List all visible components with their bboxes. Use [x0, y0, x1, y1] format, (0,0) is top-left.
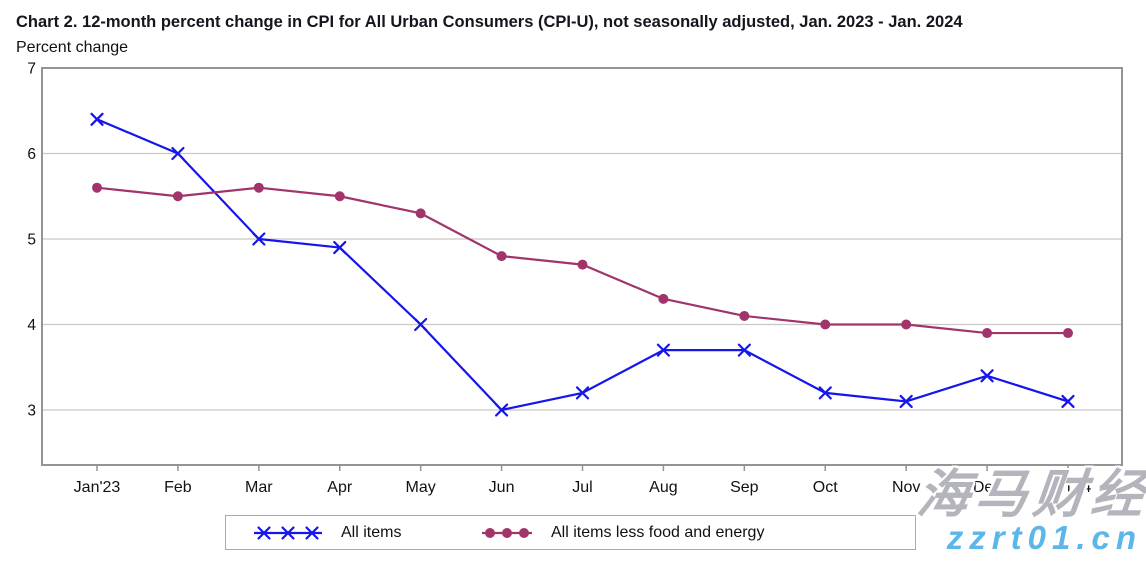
- x-tick-label: Mar: [245, 479, 273, 496]
- x-tick-label: Dec: [973, 479, 1001, 496]
- legend-label-core: All items less food and energy: [551, 523, 765, 541]
- core-line-sample-icon: [482, 527, 532, 538]
- legend-item-all-items: All items: [253, 516, 401, 549]
- x-tick-label: Apr: [327, 479, 353, 496]
- watermark-text-cjk: 海马财经: [914, 466, 1146, 524]
- y-tick-label: 7: [27, 61, 36, 78]
- all-items-line-sample-icon: [254, 525, 322, 540]
- legend-item-core: All items less food and energy: [481, 516, 764, 549]
- x-tick-label: Jan'24: [1045, 479, 1092, 496]
- x-tick-label: Feb: [164, 479, 192, 496]
- x-tick-label: May: [406, 479, 436, 496]
- legend: All items All items less food and energy: [225, 515, 916, 550]
- y-tick-label: 6: [27, 146, 36, 163]
- x-tick-label: Jun: [489, 479, 515, 496]
- x-tick-label: Nov: [892, 479, 920, 496]
- y-tick-label: 4: [27, 317, 36, 334]
- y-tick-label: 5: [27, 232, 36, 249]
- series-all-items: [90, 112, 1075, 417]
- series-core: [92, 182, 1073, 339]
- x-tick-label: Oct: [813, 479, 838, 496]
- x-tick-label: Jan'23: [74, 479, 121, 496]
- y-tick-label: 3: [27, 403, 36, 420]
- x-tick-label: Aug: [649, 479, 677, 496]
- y-axis-caption: Percent change: [16, 39, 129, 56]
- legend-label-all-items: All items: [341, 523, 402, 541]
- x-tick-label: Sep: [730, 479, 759, 496]
- x-tick-label: Jul: [572, 479, 592, 496]
- watermark-url: zzrt01.cn: [946, 519, 1142, 556]
- chart-title: Chart 2. 12-month percent change in CPI …: [16, 13, 963, 31]
